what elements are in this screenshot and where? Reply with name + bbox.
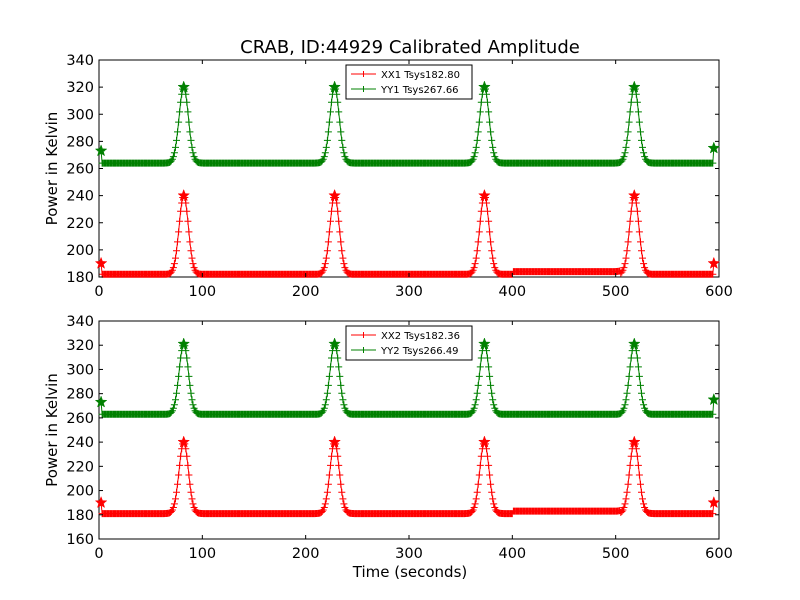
y-tick-label: 220 [66,216,94,232]
y-tick-label: 260 [66,411,94,427]
y-axis-title: Power in Kelvin [43,373,61,487]
star-marker [707,141,721,154]
x-tick-label: 600 [705,284,733,300]
y-tick-label: 220 [66,459,94,475]
x-tick-label: 100 [188,284,216,300]
y-tick-label: 340 [66,53,94,69]
star-marker [94,256,108,269]
legend-label: XX2 Tsys182.36 [381,331,460,342]
star-marker [94,495,108,509]
star-marker [627,80,641,93]
y-axis-title: Power in Kelvin [43,112,61,226]
y-tick-label: 260 [66,162,94,178]
star-marker [707,392,721,406]
x-tick-label: 400 [498,284,526,300]
x-tick-label: 500 [602,284,630,300]
x-tick-label: 300 [395,284,423,300]
star-marker [177,435,191,448]
legend-swatch-marker [360,347,367,353]
star-marker [478,435,491,448]
x-tick-label: 200 [292,546,320,562]
x-tick-label: 100 [188,546,216,562]
legend: XX1 Tsys182.80 YY1 Tsys267.66 [345,64,473,100]
y-tick-label: 200 [66,484,94,500]
legend-label: YY2 Tsys266.49 [380,346,459,357]
y-tick-label: 200 [66,243,94,259]
y-tick-label: 280 [66,134,94,150]
star-marker [328,337,341,350]
star-marker [707,495,721,509]
top-panel: 0 100 200 300 400 500 600 180 200 220 240 260 280 300… [43,53,733,300]
star-marker [94,144,108,157]
star-marker [627,435,641,448]
chart-title: CRAB, ID:44929 Calibrated Amplitude [240,37,580,58]
x-tick-label: 600 [705,546,733,562]
y-tick-label: 340 [66,314,94,330]
bottom-panel: 0 100 200 300 400 500 600 160 180 200 220 240 260 280… [43,314,733,562]
star-marker [328,80,341,93]
star-marker [478,80,491,93]
legend-swatch-marker [360,86,367,92]
y-tick-label: 320 [66,338,94,354]
star-marker [627,337,641,350]
legend-box [345,325,473,361]
y-tick-label: 300 [66,107,94,123]
star-marker [627,188,641,202]
y-tick-label: 180 [66,270,94,286]
legend-swatch-marker [360,71,367,77]
x-tick-label: 0 [94,284,103,300]
x-axis-title: Time (seconds) [352,563,468,581]
y-tick-label: 300 [66,362,94,378]
star-marker [707,256,721,269]
y-tick-label: 160 [66,532,94,548]
y-tick-label: 240 [66,189,94,205]
x-tick-label: 400 [498,546,526,562]
legend-label: YY1 Tsys267.66 [380,85,459,96]
y-tick-label: 240 [66,435,94,451]
legend-swatch-marker [360,332,367,338]
y-tick-label: 280 [66,387,94,403]
legend-label: XX1 Tsys182.80 [381,70,460,81]
star-marker [177,337,191,350]
star-marker [328,435,341,448]
y-tick-label: 180 [66,508,94,524]
x-tick-label: 0 [94,546,103,562]
legend: XX2 Tsys182.36 YY2 Tsys266.49 [345,325,473,361]
x-tick-label: 500 [602,546,630,562]
star-marker [478,337,491,350]
star-marker [177,188,191,202]
star-marker [328,188,341,202]
legend-box [345,64,473,100]
star-marker [478,188,491,202]
star-marker [94,395,108,408]
x-tick-label: 300 [395,546,423,562]
y-tick-label: 320 [66,80,94,96]
star-marker [177,80,191,93]
x-tick-label: 200 [292,284,320,300]
